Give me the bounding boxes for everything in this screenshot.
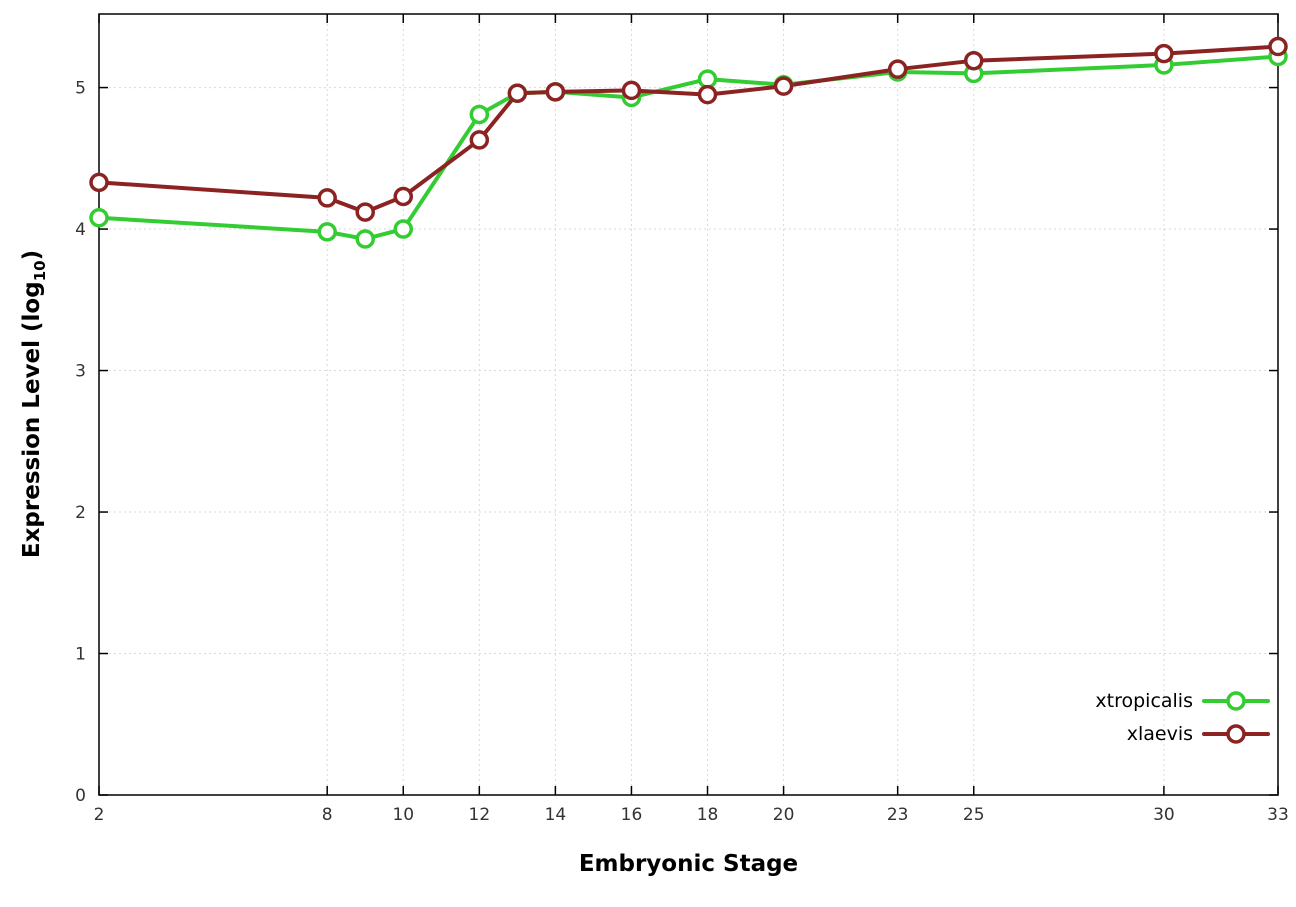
data-point-xlaevis xyxy=(355,202,375,222)
x-tick-label: 18 xyxy=(697,805,719,825)
legend-label-xlaevis: xlaevis xyxy=(1127,723,1193,745)
data-point-xlaevis xyxy=(1154,43,1174,64)
y-axis-label-text: Expression Level (log xyxy=(19,281,45,559)
x-tick-label: 25 xyxy=(963,805,985,825)
x-tick-label: 33 xyxy=(1267,805,1289,825)
y-tick-label: 2 xyxy=(75,503,86,523)
data-point-xlaevis xyxy=(773,76,794,96)
data-point-xlaevis xyxy=(621,80,642,101)
x-tick-label: 10 xyxy=(392,805,414,825)
data-point-xtropicalis xyxy=(697,69,718,89)
series-line-xtropicalis xyxy=(97,54,1280,241)
x-tick-label: 12 xyxy=(469,805,491,825)
data-point-xlaevis xyxy=(393,186,414,207)
data-point-xtropicalis xyxy=(393,219,414,239)
y-axis-label-text-suffix: ) xyxy=(19,249,45,261)
data-point-xlaevis xyxy=(1268,36,1288,57)
y-axis-label-subscript: 10 xyxy=(31,260,49,282)
legend-label-xtropicalis: xtropicalis xyxy=(1095,690,1193,712)
data-point-xlaevis xyxy=(469,130,490,150)
x-tick-label: 30 xyxy=(1153,805,1175,825)
data-point-xtropicalis xyxy=(355,229,375,249)
data-point-xlaevis xyxy=(507,83,528,103)
data-point-xtropicalis xyxy=(89,207,109,228)
plot-border xyxy=(98,13,1279,796)
data-point-xlaevis xyxy=(545,82,566,102)
y-tick-label: 0 xyxy=(75,786,86,806)
x-tick-label: 20 xyxy=(773,805,795,825)
legend-marker-xtropicalis xyxy=(1226,691,1246,711)
y-tick-label: 1 xyxy=(75,645,86,665)
data-point-xlaevis xyxy=(317,188,337,208)
y-tick-label: 5 xyxy=(75,79,86,99)
data-point-xtropicalis xyxy=(469,104,490,125)
data-point-xlaevis xyxy=(697,84,718,105)
x-tick-label: 2 xyxy=(94,805,105,825)
y-tick-label: 3 xyxy=(75,362,86,382)
x-tick-label: 23 xyxy=(887,805,909,825)
x-axis-label: Embryonic Stage xyxy=(578,851,799,877)
x-tick-label: 16 xyxy=(621,805,643,825)
data-point-xtropicalis xyxy=(317,222,337,242)
data-point-xlaevis xyxy=(89,172,109,193)
x-tick-label: 8 xyxy=(322,805,333,825)
data-point-xlaevis xyxy=(963,50,984,71)
legend-marker-xlaevis xyxy=(1226,724,1246,744)
x-tick-label: 14 xyxy=(545,805,567,825)
y-axis-label: Expression Level (log10) xyxy=(17,188,49,620)
data-point-xlaevis xyxy=(887,59,908,79)
series-line-xlaevis xyxy=(97,44,1280,215)
y-tick-label: 4 xyxy=(75,220,86,240)
